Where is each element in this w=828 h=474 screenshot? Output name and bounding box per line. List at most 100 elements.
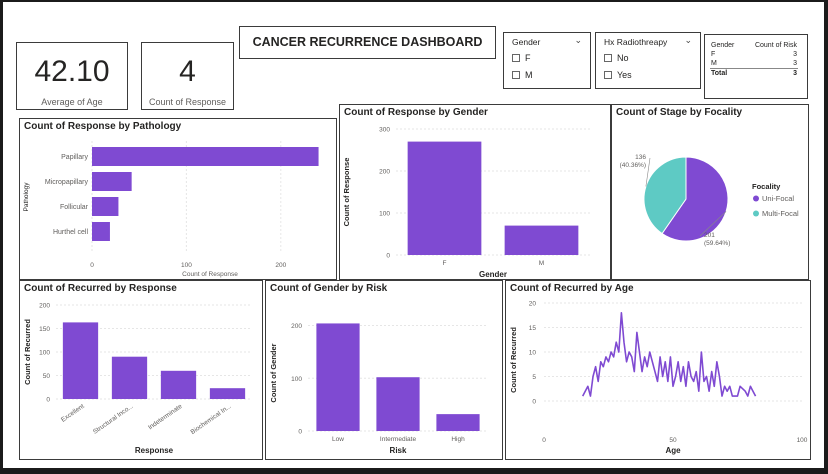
table-row: M 3 — [710, 59, 798, 69]
bar — [505, 226, 579, 255]
legend-label: Multi-Focal — [762, 209, 799, 218]
x-tick-label: 100 — [797, 437, 808, 444]
chevron-down-icon[interactable]: ⌄ — [574, 35, 582, 46]
risk-bar-chart: 0 100 200 Low Intermediate High Risk Count of G… — [266, 281, 502, 459]
x-tick-label: F — [443, 260, 447, 267]
bar — [92, 172, 132, 191]
checkbox[interactable] — [512, 71, 520, 79]
y-tick-label: Follicular — [60, 204, 89, 211]
chart-age: Count of Recurred by Age 0 5 10 15 20 0 50 100 A… — [505, 280, 811, 460]
y-tick-label: 10 — [529, 350, 537, 357]
y-axis-label: Pathology — [23, 182, 30, 212]
y-tick-label: 0 — [386, 253, 390, 260]
y-tick-label: 0 — [298, 429, 302, 436]
slicer-option-m[interactable]: M — [512, 70, 533, 80]
chart-risk: Count of Gender by Risk 0 100 200 Low Interm… — [265, 280, 503, 460]
bar — [316, 323, 359, 431]
bar — [161, 371, 196, 399]
y-tick-label: 100 — [291, 376, 302, 383]
chevron-down-icon[interactable]: ⌄ — [684, 35, 692, 46]
y-tick-label: 200 — [291, 323, 302, 330]
x-tick-label: 0 — [90, 262, 94, 269]
x-tick-label: Intermediate — [380, 436, 417, 443]
chart-gender: Count of Response by Gender 0 100 200 300 F M… — [339, 104, 611, 280]
y-tick-label: Hurthel cell — [53, 229, 88, 236]
y-axis-label: Count of Gender — [269, 343, 278, 402]
kpi-label: Average of Age — [17, 97, 127, 107]
x-tick-label: High — [451, 436, 465, 443]
x-tick-label: 0 — [542, 437, 546, 444]
kpi-value: 42.10 — [17, 55, 127, 89]
radiotherapy-slicer: Hx Radiothreapy ⌄ No Yes — [595, 32, 701, 89]
slicer-option-no[interactable]: No — [604, 53, 629, 63]
dashboard-title-box: CANCER RECURRENCE DASHBOARD — [239, 26, 496, 59]
table-total-row: Total 3 — [710, 69, 798, 79]
y-tick-label: 150 — [39, 326, 50, 333]
y-tick-label: 5 — [532, 374, 536, 381]
y-axis-label: Count of Recurred — [509, 327, 518, 393]
y-tick-label: Papillary — [61, 154, 88, 161]
x-tick-label: 50 — [669, 437, 677, 444]
dashboard-canvas: 42.10 Average of Age 4 Count of Response… — [3, 2, 824, 468]
bar — [92, 147, 319, 166]
pathology-bar-chart: 0 100 200 Papillary Micropapillary Follicular… — [20, 119, 336, 279]
bar — [63, 322, 98, 399]
y-tick-label: 100 — [39, 350, 50, 357]
chart-pathology: Count of Response by Pathology 0 100 200 Pa… — [19, 118, 337, 280]
y-tick-label: 200 — [379, 169, 390, 176]
slicer-title: Gender — [512, 37, 540, 47]
x-axis-label: Gender — [479, 270, 507, 279]
legend-title: Focality — [752, 182, 781, 191]
slicer-option-f[interactable]: F — [512, 53, 531, 63]
x-tick-label: Biochemical In... — [190, 403, 233, 436]
response-bar-chart: 050100150200Excellent Structural Inco... I… — [20, 281, 262, 459]
legend-marker — [753, 196, 759, 202]
x-tick-label: M — [539, 260, 544, 267]
x-tick-label: Structural Inco... — [92, 403, 135, 436]
checkbox[interactable] — [604, 71, 612, 79]
y-tick-label: 20 — [529, 301, 537, 308]
bar — [436, 414, 479, 431]
x-tick-label: 100 — [181, 262, 192, 269]
chart-response: Count of Recurred by Response 0 50 100 150 2… — [19, 280, 263, 460]
legend-label: Uni-Focal — [762, 194, 794, 203]
y-tick-label: 0 — [46, 397, 50, 404]
data-label: 201 (59.64%) — [704, 232, 730, 247]
checkbox[interactable] — [512, 54, 520, 62]
data-label: 136 (40.36%) — [620, 154, 647, 169]
dashboard-title: CANCER RECURRENCE DASHBOARD — [240, 35, 495, 49]
x-axis-label: Risk — [390, 446, 407, 455]
table-row: F 3 — [710, 50, 798, 59]
stage-pie-chart: 201 (59.64%) 136 (40.36%) Focality Uni-Focal M… — [612, 105, 808, 279]
x-axis-label: Count of Response — [182, 271, 238, 278]
slicer-title: Hx Radiothreapy — [604, 37, 667, 47]
x-tick-label: Low — [332, 436, 344, 443]
kpi-card-average-age: 42.10 Average of Age — [16, 42, 128, 110]
age-line-chart: 0 5 10 15 20 0 50 100 Age Count of Recurred — [506, 281, 810, 459]
chart-stage: Count of Stage by Focality 201 (59.64%) 13… — [611, 104, 809, 280]
gender-slicer: Gender ⌄ F M — [503, 32, 591, 89]
kpi-label: Count of Response — [142, 97, 233, 107]
y-tick-label: 200 — [39, 303, 50, 310]
y-tick-label: 15 — [529, 325, 537, 332]
checkbox[interactable] — [604, 54, 612, 62]
bar — [210, 388, 245, 399]
bar — [408, 142, 482, 255]
y-axis-label: Count of Response — [342, 158, 351, 227]
kpi-value: 4 — [142, 55, 233, 89]
risk-table: Gender Count of Risk F 3 M 3 Total 3 — [704, 34, 808, 99]
kpi-card-count-response: 4 Count of Response — [141, 42, 234, 110]
bar — [92, 197, 118, 216]
x-axis-label: Age — [665, 446, 681, 455]
gender-bar-chart: 0 100 200 300 F M Gender Count of Response — [340, 105, 610, 279]
y-tick-label: 0 — [532, 399, 536, 406]
legend-marker — [753, 211, 759, 217]
bar — [92, 222, 110, 241]
bar — [112, 357, 147, 399]
y-axis-label: Count of Recurred — [23, 319, 32, 385]
x-tick-label: Indeterminate — [147, 403, 184, 432]
slicer-option-yes[interactable]: Yes — [604, 70, 632, 80]
y-tick-label: 100 — [379, 211, 390, 218]
y-tick-label: 300 — [379, 127, 390, 134]
table-header: Count of Risk — [742, 41, 798, 50]
